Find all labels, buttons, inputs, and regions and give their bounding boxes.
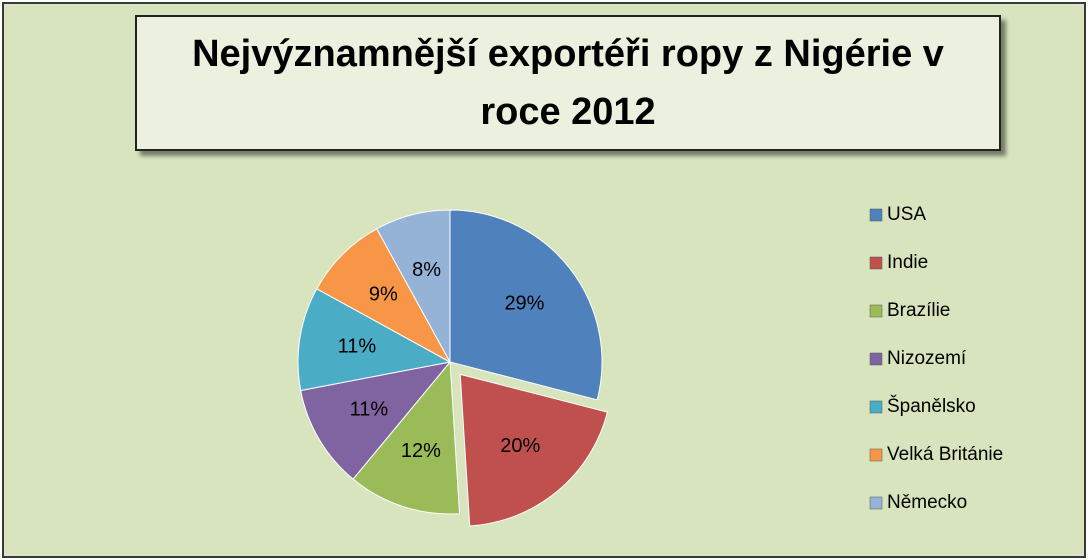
pie-slice bbox=[449, 209, 603, 401]
pie-slice bbox=[376, 209, 451, 363]
data-label: 12% bbox=[401, 440, 441, 462]
pie-slice bbox=[459, 373, 609, 527]
legend-swatch bbox=[869, 208, 883, 222]
legend-swatch bbox=[869, 496, 883, 510]
data-label: 11% bbox=[338, 336, 377, 358]
pie-slice bbox=[297, 288, 452, 392]
legend-swatch bbox=[869, 448, 883, 462]
legend-swatch bbox=[869, 256, 883, 270]
data-label: 29% bbox=[504, 293, 544, 315]
legend-swatch bbox=[869, 400, 883, 414]
data-label: 20% bbox=[500, 435, 540, 457]
legend-label: Brazílie bbox=[887, 300, 950, 321]
legend-label: Španělsko bbox=[887, 395, 976, 417]
legend-label: USA bbox=[887, 204, 926, 225]
data-label: 8% bbox=[412, 259, 441, 281]
legend-label: Indie bbox=[887, 252, 928, 273]
legend-label: Velká Británie bbox=[887, 444, 1003, 465]
legend-label: Nizozemí bbox=[887, 348, 967, 369]
pie-slice bbox=[300, 361, 452, 480]
legend-label: Německo bbox=[887, 492, 967, 513]
pie-slice bbox=[352, 360, 461, 515]
legend-swatch bbox=[869, 352, 883, 366]
data-label: 11% bbox=[350, 398, 389, 420]
data-label: 9% bbox=[369, 284, 398, 306]
pie-slice bbox=[316, 228, 452, 364]
legend-swatch bbox=[869, 304, 883, 318]
chart-title: Nejvýznamnější exportéři ropy z Nigérie … bbox=[135, 15, 1001, 151]
